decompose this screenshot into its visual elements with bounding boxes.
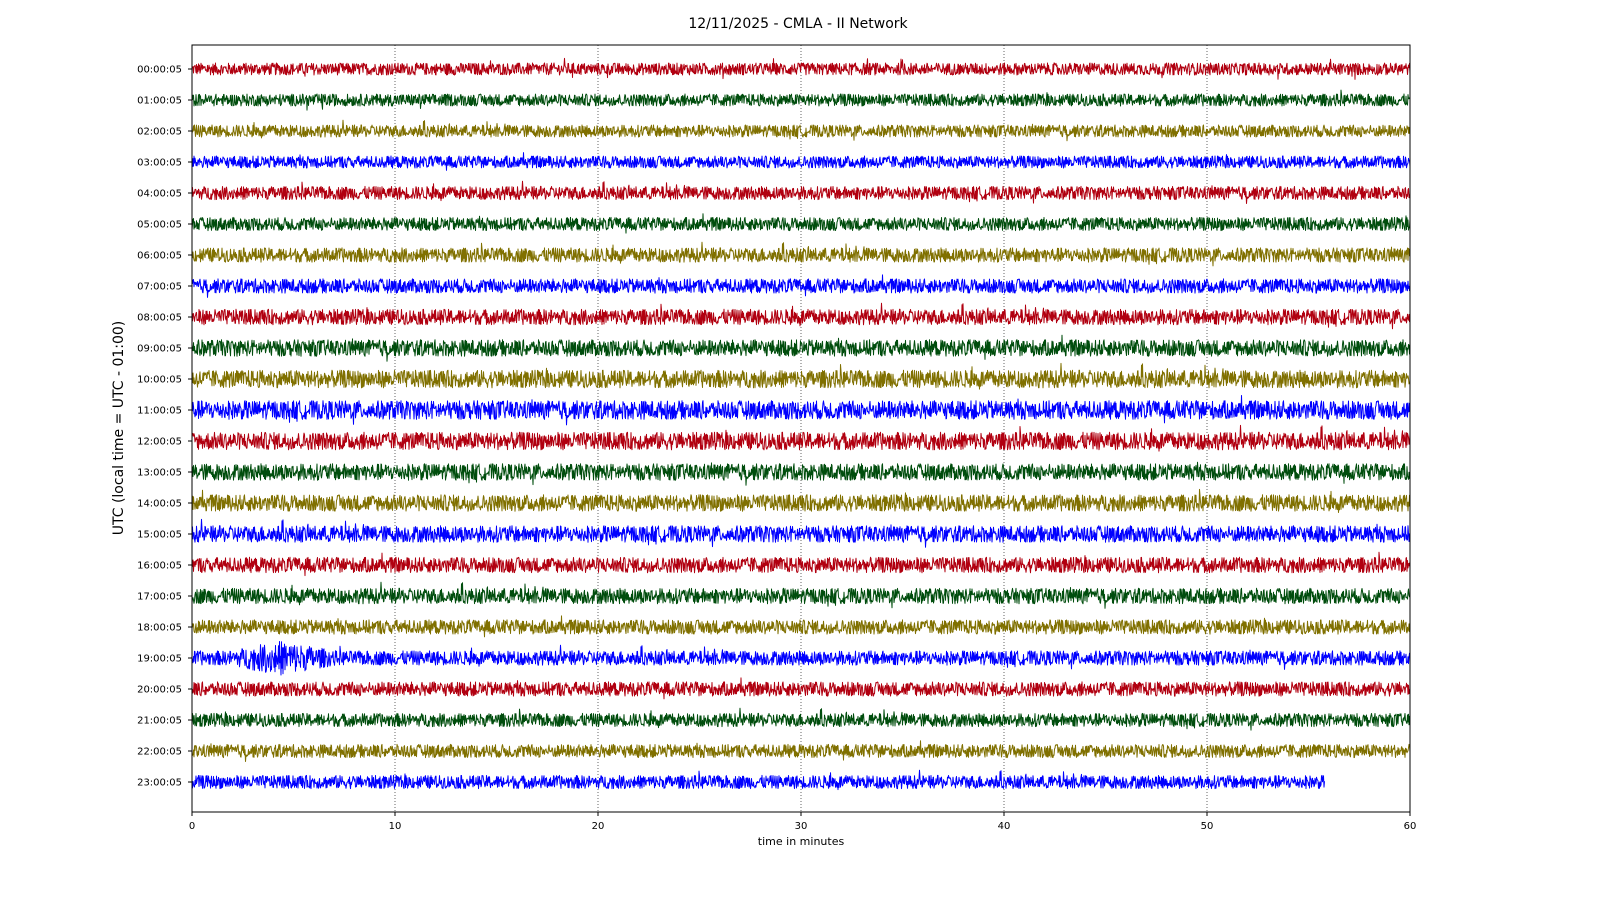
trace-line [191, 334, 1411, 362]
chart-title: 12/11/2025 - CMLA - II Network [688, 16, 908, 32]
trace-line [191, 213, 1411, 234]
trace-line [191, 769, 1325, 791]
y-tick-label: 11:00:05 [137, 406, 182, 417]
trace-line [191, 241, 1411, 267]
trace-line [191, 57, 1411, 80]
seismic-traces [191, 57, 1411, 791]
y-tick-label: 15:00:05 [137, 530, 182, 541]
y-tick-label: 16:00:05 [137, 561, 182, 572]
y-tick-label: 21:00:05 [137, 716, 182, 727]
y-axis-label: UTC (local time = UTC - 01:00) [111, 321, 127, 536]
y-tick-label: 00:00:05 [137, 65, 182, 76]
y-tick-label: 17:00:05 [137, 592, 182, 603]
trace-line [191, 362, 1411, 390]
trace-line [191, 707, 1411, 731]
y-tick-label: 06:00:05 [137, 251, 182, 262]
trace-line [191, 274, 1411, 298]
y-tick-label: 07:00:05 [137, 282, 182, 293]
trace-line [191, 119, 1411, 142]
y-tick-label: 12:00:05 [137, 437, 182, 448]
y-tick-label: 10:00:05 [137, 375, 182, 386]
trace-line [191, 488, 1411, 513]
y-axis: 00:00:05 01:00:05 02:00:05 03:00:05 04:00:05… [137, 65, 192, 789]
trace-line [191, 641, 1411, 676]
x-tick-label: 10 [389, 821, 402, 832]
y-tick-label: 13:00:05 [137, 468, 182, 479]
trace-line [191, 740, 1411, 762]
x-tick-label: 0 [189, 821, 195, 832]
x-axis: 0 10 20 30 40 50 60 [189, 812, 1417, 832]
y-tick-label: 23:00:05 [137, 778, 182, 789]
y-tick-label: 19:00:05 [137, 654, 182, 665]
trace-line [191, 677, 1411, 700]
y-tick-label: 08:00:05 [137, 313, 182, 324]
x-tick-label: 50 [1201, 821, 1214, 832]
y-tick-label: 02:00:05 [137, 127, 182, 138]
x-tick-label: 40 [998, 821, 1011, 832]
trace-line [191, 89, 1411, 111]
trace-line [191, 551, 1411, 577]
y-tick-label: 14:00:05 [137, 499, 182, 510]
trace-line [191, 180, 1411, 204]
x-tick-label: 30 [795, 821, 808, 832]
trace-line [191, 302, 1411, 330]
y-tick-label: 03:00:05 [137, 158, 182, 169]
grid-lines [394, 45, 1208, 812]
y-tick-label: 20:00:05 [137, 685, 182, 696]
y-tick-label: 01:00:05 [137, 96, 182, 107]
trace-line [191, 581, 1411, 609]
y-tick-label: 05:00:05 [137, 220, 182, 231]
y-tick-label: 09:00:05 [137, 344, 182, 355]
x-tick-label: 60 [1404, 821, 1417, 832]
x-axis-label: time in minutes [758, 835, 845, 848]
trace-line [191, 424, 1411, 452]
trace-line [191, 461, 1411, 486]
trace-line [191, 615, 1411, 638]
trace-line [191, 518, 1411, 548]
y-tick-label: 04:00:05 [137, 189, 182, 200]
x-tick-label: 20 [592, 821, 605, 832]
trace-line [191, 395, 1411, 426]
y-tick-label: 22:00:05 [137, 747, 182, 758]
trace-line [191, 152, 1411, 171]
y-tick-label: 18:00:05 [137, 623, 182, 634]
